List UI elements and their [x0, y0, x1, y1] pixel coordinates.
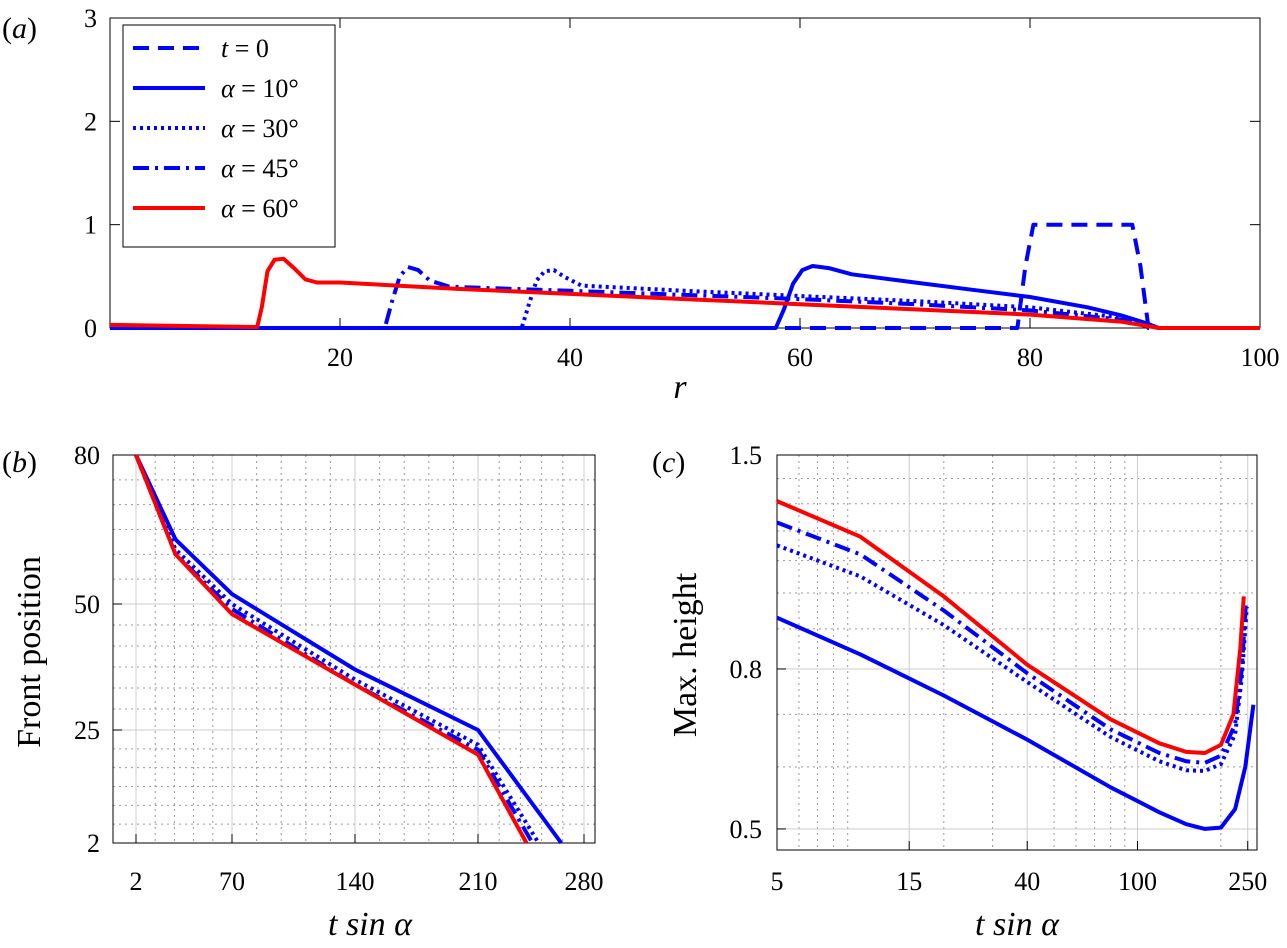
series-line-b-3 [134, 454, 529, 844]
x-tick-label: 80 [1017, 343, 1043, 372]
y-tick-label: 3 [84, 4, 97, 33]
panel-b: (b) 2 70 140 210 280 2 25 50 80 t sin α Front po… [2, 441, 604, 943]
x-tick-label: 210 [459, 867, 498, 896]
y-tick-label: 0.8 [730, 655, 763, 684]
lines-b [134, 454, 563, 845]
grid-c [776, 454, 1257, 850]
panel-a: (a) 20 40 60 80 100 0 1 2 3 r t = 0 α = 10° α = 30… [2, 4, 1280, 406]
x-tick-label: 20 [327, 343, 353, 372]
x-axis-label-a: r [673, 369, 687, 406]
x-tick-label: 100 [1241, 343, 1280, 372]
y-tick-label: 1.5 [730, 441, 763, 470]
ticks-b: 2 70 140 210 280 2 25 50 80 [74, 441, 604, 896]
x-axis-label-b: t sin α [328, 906, 413, 943]
panel-label-b: (b) [2, 446, 37, 479]
grid-b [113, 454, 595, 844]
series-line-a-0 [110, 222, 1260, 330]
y-tick-label: 0.5 [730, 815, 763, 844]
y-tick-label: 2 [84, 107, 97, 136]
legend-label: t = 0 [221, 34, 269, 63]
ticks-c: 5 15 40 100 250 0.5 0.8 1.5 [730, 441, 1268, 896]
y-tick-label: 2 [87, 829, 100, 858]
panel-label-a: (a) [2, 12, 37, 45]
y-tick-label: 50 [74, 590, 100, 619]
y-tick-label: 1 [84, 211, 97, 240]
y-axis-label-c: Max. height [667, 572, 704, 737]
x-tick-label: 100 [1118, 867, 1157, 896]
series-line-b-2 [134, 454, 535, 845]
plot-frame-c [776, 454, 1258, 851]
series-line-c-1 [776, 543, 1249, 773]
panel-label-c: (c) [652, 446, 685, 479]
legend-label: α = 45° [221, 154, 299, 183]
x-tick-label: 70 [219, 867, 245, 896]
series-line-a-4 [109, 256, 1260, 330]
x-tick-label: 40 [557, 343, 583, 372]
x-tick-label: 40 [1014, 867, 1040, 896]
y-tick-label: 80 [74, 441, 100, 470]
legend-label: α = 10° [221, 74, 299, 103]
x-tick-label: 140 [336, 867, 375, 896]
x-tick-label: 250 [1228, 867, 1267, 896]
series-line-a-3 [110, 265, 1260, 330]
legend-a: t = 0 α = 10° α = 30° α = 45° α = 60° [122, 24, 336, 248]
plot-frame-b [112, 454, 596, 844]
y-tick-label: 0 [84, 314, 97, 343]
lines-a [109, 222, 1260, 330]
series-line-b-0 [134, 454, 563, 845]
x-tick-label: 15 [896, 867, 922, 896]
lines-c [776, 499, 1256, 831]
ticks-a: 20 40 60 80 100 0 1 2 3 [84, 4, 1280, 372]
series-line-c-0 [776, 615, 1256, 831]
x-tick-label: 5 [771, 867, 784, 896]
legend-entries: t = 0 α = 10° α = 30° α = 45° α = 60° [133, 34, 299, 223]
panel-c: (c) 5 15 40 100 250 0.5 0.8 1.5 t sin α Max. he… [652, 441, 1267, 943]
x-axis-label-c: t sin α [975, 906, 1060, 943]
x-tick-label: 2 [130, 867, 143, 896]
legend-label: α = 60° [221, 194, 299, 223]
x-tick-label: 60 [787, 343, 813, 372]
legend-label: α = 30° [221, 114, 299, 143]
y-tick-label: 25 [74, 716, 100, 745]
series-line-c-3 [776, 499, 1246, 755]
y-axis-label-b: Front position [11, 556, 48, 748]
x-tick-label: 280 [565, 867, 604, 896]
